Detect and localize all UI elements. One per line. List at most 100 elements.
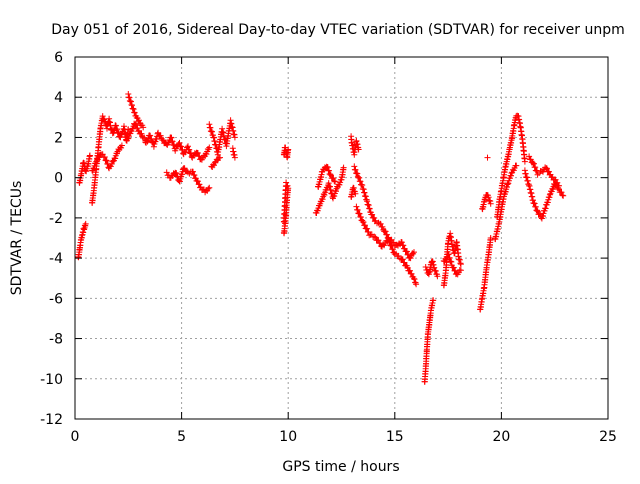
data-point [140,124,147,131]
data-point [431,264,438,271]
chart-title: Day 051 of 2016, Sidereal Day-to-day VTE… [51,22,625,38]
y-tick-label: 2 [54,130,63,146]
x-tick-label: 5 [177,429,186,445]
series-trace [142,129,213,163]
data-point [413,281,420,288]
data-point [369,211,376,218]
data-point [231,154,238,161]
data-point [205,185,212,192]
data-point [206,144,213,151]
data-point [366,205,373,212]
data-point [364,225,371,232]
data-point [534,207,540,214]
data-point [411,276,418,283]
x-tick-label: 25 [599,429,617,445]
data-point [185,169,191,176]
data-point [356,210,363,217]
data-point [425,270,432,276]
y-axis-label: SDTVAR / TECUs [9,181,25,296]
data-point [130,106,137,113]
series-trace [421,297,437,385]
data-point [352,190,359,197]
data-point [434,273,441,280]
data-point [103,157,110,164]
y-tick-label: -8 [49,332,63,348]
data-point [173,170,180,177]
data-point [559,192,566,199]
data-point [411,249,417,256]
data-point [324,164,331,171]
data-point [549,186,556,193]
data-point [113,122,119,129]
data-point [405,251,412,258]
data-point [389,246,396,253]
series-trace [440,251,464,278]
series-trace [163,165,213,196]
data-point [144,137,151,144]
data-point [399,256,406,263]
x-tick-label: 10 [279,429,297,445]
data-point [403,248,410,255]
data-point [169,138,176,145]
data-point [362,222,368,229]
data-point [178,143,185,150]
data-point [330,175,337,182]
data-point [331,193,338,200]
x-tick-label: 0 [71,429,80,445]
data-point [86,152,93,159]
y-tick-label: -10 [40,372,63,388]
y-tick-label: 0 [54,171,63,187]
data-point [133,121,140,128]
data-point [190,168,196,175]
data-point [395,252,402,259]
data-point [196,181,203,188]
data-point [357,214,364,221]
data-point [321,192,328,198]
data-point [452,267,459,274]
series-trace [526,153,562,189]
data-point [356,174,363,181]
series-trace [422,258,441,280]
y-tick-label: 6 [54,50,63,66]
data-point [331,178,338,185]
series-trace [280,144,292,161]
data-point [359,182,366,189]
data-point [353,203,360,210]
data-point [352,166,359,173]
data-point [191,172,198,179]
data-point [379,223,386,230]
data-point [388,242,395,249]
data-point [407,267,413,274]
series-trace [280,179,292,237]
data-point [186,146,193,153]
data-point [457,267,464,274]
data-point [136,117,142,124]
data-point [203,151,210,158]
data-point [112,155,119,162]
series-trace [75,220,89,261]
data-point [357,178,364,185]
data-point [532,203,539,210]
data-point [314,207,321,214]
data-point [157,132,164,139]
data-point [176,139,183,146]
data-point [487,200,494,207]
data-point [385,235,392,242]
data-point [327,171,334,178]
series-trace [492,162,520,243]
data-point [531,200,538,207]
data-point [351,163,358,170]
data-point [354,170,361,177]
plot-frame [74,56,609,420]
data-point [386,239,393,246]
data-point [432,268,439,274]
axis-ticks: 0 5 10 15 20 25 -12 -10 -8 -6 -4 -2 0 2 4 6 [40,50,617,445]
data-point [521,158,528,165]
data-point [546,168,552,175]
data-point [404,264,411,271]
series-trace [312,164,347,216]
data-point [82,220,89,227]
y-tick-label: -6 [49,291,63,307]
